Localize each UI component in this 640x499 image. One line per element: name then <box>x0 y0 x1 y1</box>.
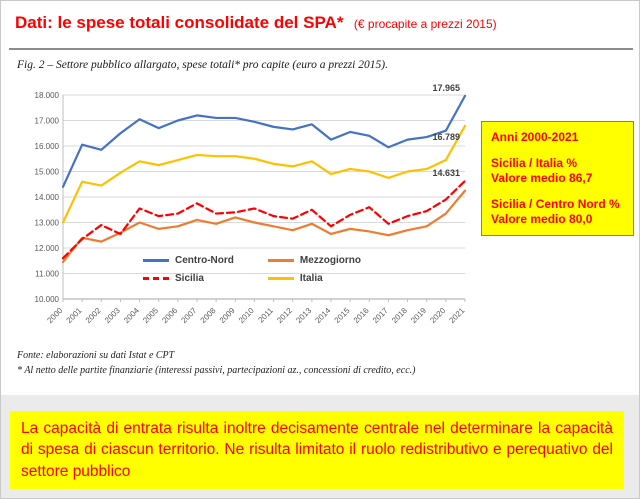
x-tick-label: 2013 <box>294 306 313 325</box>
footnote: * Al netto delle partite finanziarie (in… <box>17 364 416 376</box>
conclusion-banner: La capacità di entrata risulta inoltre d… <box>10 411 624 490</box>
figure-caption: Fig. 2 – Settore pubblico allargato, spe… <box>17 59 388 71</box>
series-line-mezzogiorno <box>61 189 467 264</box>
x-tick-label: 2015 <box>333 306 352 325</box>
x-tick-label: 2018 <box>390 306 409 325</box>
legend-label-centro-nord: Centro-Nord <box>175 255 234 266</box>
slide-title: Dati: le spese totali consolidate del SP… <box>15 13 344 32</box>
legend-item-sicilia: Sicilia <box>143 273 234 284</box>
legend-swatch-sicilia <box>143 277 169 280</box>
x-tick-label: 2003 <box>103 306 122 325</box>
x-tick-label: 2020 <box>428 306 447 325</box>
x-tick-label: 2017 <box>371 306 390 325</box>
series-line-italia <box>61 124 467 224</box>
y-tick-label: 17.000 <box>35 117 60 126</box>
y-tick-label: 15.000 <box>35 168 60 177</box>
x-tick-label: 2012 <box>275 306 294 325</box>
x-tick-label: 2011 <box>256 306 275 325</box>
slide-subtitle: (€ procapite a prezzi 2015) <box>353 17 497 31</box>
legend-swatch-mezzogiorno <box>267 259 294 262</box>
callout-sicilia-centro-nord: Sicilia / Centro Nord % Valore medio 80,… <box>491 197 620 226</box>
x-tick-label: 2000 <box>45 306 64 325</box>
notes: Fonte: elaborazioni su dati Istat e CPT … <box>17 349 617 378</box>
callout-sicilia-italia: Sicilia / Italia % Valore medio 86,7 <box>491 156 593 185</box>
legend-label-sicilia: Sicilia <box>175 273 204 284</box>
legend-swatch-italia <box>267 277 294 280</box>
x-tick-label: 2001 <box>65 306 84 325</box>
legend-label-italia: Italia <box>299 273 323 284</box>
y-tick-label: 16.000 <box>35 142 60 151</box>
callout-period: Anni 2000-2021 <box>491 130 579 144</box>
legend-item-mezzogiorno: Mezzogiorno <box>267 255 361 266</box>
series-line-centro-nord <box>61 94 467 188</box>
x-tick-label: 2006 <box>160 306 179 325</box>
series-end-label-italia: 16.789 <box>432 132 460 142</box>
x-tick-label: 2008 <box>199 306 218 325</box>
series-end-label-sicilia: 14.631 <box>432 168 460 178</box>
x-tick-label: 2016 <box>352 306 371 325</box>
y-tick-label: 18.000 <box>35 91 60 100</box>
y-tick-label: 14.000 <box>35 193 60 202</box>
x-tick-label: 2009 <box>218 306 237 325</box>
title-divider <box>9 48 633 50</box>
x-tick-label: 2007 <box>179 306 198 325</box>
x-tick-label: 2005 <box>141 306 160 325</box>
y-tick-label: 13.000 <box>35 219 60 228</box>
header: Dati: le spese totali consolidate del SP… <box>15 13 629 33</box>
x-tick-label: 2021 <box>447 306 466 325</box>
chart-legend: Centro-Nord Mezzogiorno Sicilia Italia <box>143 255 361 284</box>
x-tick-label: 2019 <box>409 306 428 325</box>
legend-item-italia: Italia <box>267 273 361 284</box>
stats-callout-box: Anni 2000-2021 Sicilia / Italia % Valore… <box>481 121 634 236</box>
x-tick-label: 2014 <box>313 306 332 325</box>
source-note: Fonte: elaborazioni su dati Istat e CPT <box>17 350 175 361</box>
x-tick-label: 2002 <box>84 306 103 325</box>
series-end-label-centro-nord: 17.965 <box>432 83 460 93</box>
chart-plot: 10.000 11.000 12.000 13.000 14.000 15.000 16.0… <box>35 83 467 325</box>
y-tick-label: 11.000 <box>35 270 59 279</box>
series-line-sicilia <box>61 179 467 260</box>
x-tick-label: 2004 <box>122 306 141 325</box>
line-chart: 10.000 11.000 12.000 13.000 14.000 15.000 16.0… <box>23 81 477 343</box>
legend-item-centro-nord: Centro-Nord <box>143 255 234 266</box>
y-tick-label: 10.000 <box>35 295 60 304</box>
legend-label-mezzogiorno: Mezzogiorno <box>299 255 361 266</box>
bottom-band: La capacità di entrata risulta inoltre d… <box>1 395 639 498</box>
y-tick-label: 12.000 <box>35 244 60 253</box>
legend-swatch-centro-nord <box>143 259 169 262</box>
x-tick-label: 2010 <box>237 306 256 325</box>
